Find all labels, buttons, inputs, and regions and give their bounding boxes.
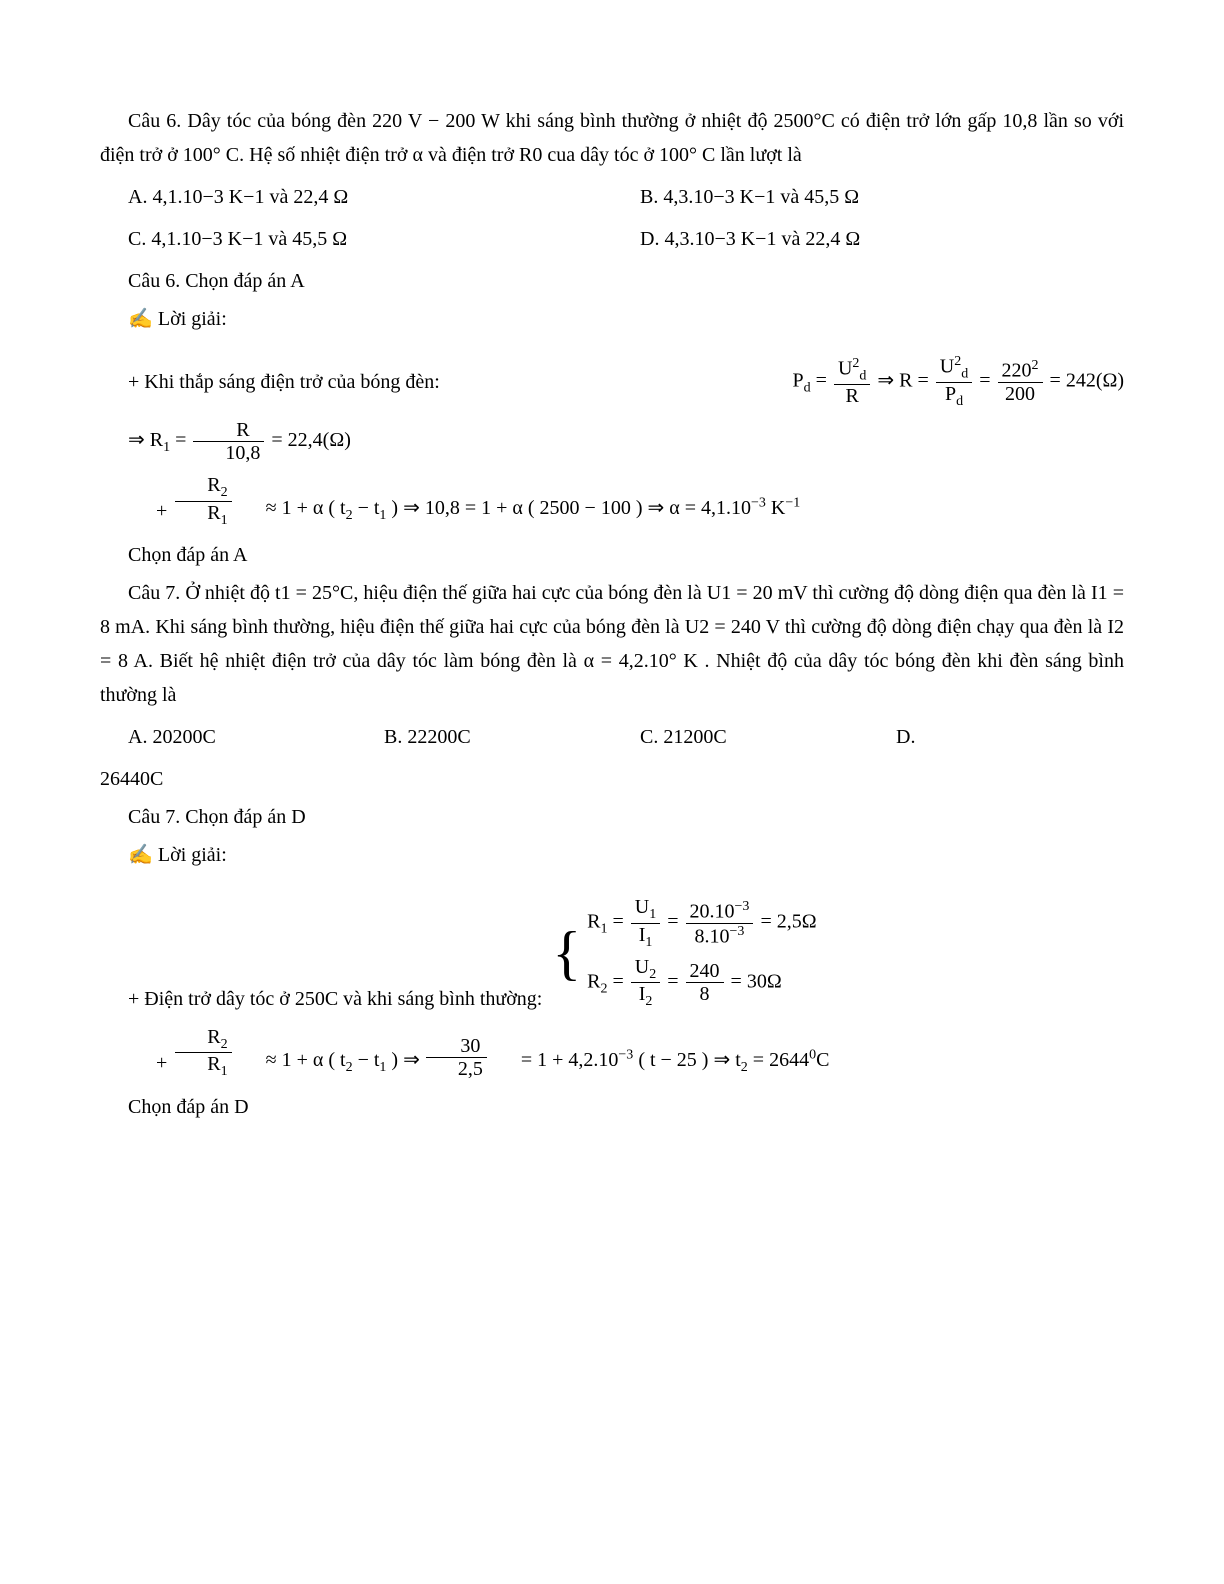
q6-opt-b: B. 4,3.10−3 K−1 và 45,5 Ω xyxy=(612,180,1124,214)
q7-text: Câu 7. Ở nhiệt độ t1 = 25°C, hiệu điện t… xyxy=(100,576,1124,712)
q7-solution-label: ✍ Lời giải: xyxy=(100,838,1124,872)
q6-title: Câu 6. xyxy=(128,110,181,132)
q7-opt-c: C. 21200C xyxy=(612,720,868,754)
q7-eq-r1: R1 = U1 I1 = 20.10−3 8.10−3 = 2,5Ω xyxy=(587,896,816,950)
q6-text: Câu 6. Dây tóc của bóng đèn 220 V − 200 … xyxy=(100,104,1124,172)
q6-opt-a: A. 4,1.10−3 K−1 và 22,4 Ω xyxy=(100,180,612,214)
q7-eq-t: + R2 R1 ≈ 1 + α ( t2 − t1 ) ⇒ 30 2,5 = 1… xyxy=(128,1026,1124,1080)
q7-opt-b: B. 22200C xyxy=(356,720,612,754)
q7-opt-d-tail: 26440C xyxy=(100,762,1124,796)
q7-eq-r: + Điện trở dây tóc ở 250C và khi sáng bì… xyxy=(100,890,1124,1016)
q6-sol-intro: + Khi thắp sáng điện trở của bóng đèn: xyxy=(100,365,440,399)
q6-options: A. 4,1.10−3 K−1 và 22,4 Ω B. 4,3.10−3 K−… xyxy=(100,176,1124,260)
q7-opt-d: D. xyxy=(868,720,1124,754)
q6-answer: Câu 6. Chọn đáp án A xyxy=(100,264,1124,298)
q6-eq1: + Khi thắp sáng điện trở của bóng đèn: P… xyxy=(100,354,1124,409)
q7-opt-a: A. 20200C xyxy=(100,720,356,754)
q7-options: A. 20200C B. 22200C C. 21200C D. xyxy=(100,716,1124,758)
q6-opt-d: D. 4,3.10−3 K−1 và 22,4 Ω xyxy=(612,222,1124,256)
q7-answer: Câu 7. Chọn đáp án D xyxy=(100,800,1124,834)
q7-eq-r2: R2 = U2 I2 = 240 8 = 30Ω xyxy=(587,956,816,1010)
q6-body: Dây tóc của bóng đèn 220 V − 200 W khi s… xyxy=(100,110,1124,166)
q6-eq2: ⇒ R1 = R 10,8 = 22,4(Ω) xyxy=(100,419,1124,464)
q7-final: Chọn đáp án D xyxy=(100,1090,1124,1124)
q6-solution-label: ✍ Lời giải: xyxy=(100,302,1124,336)
left-brace-icon: { xyxy=(552,923,581,983)
q6-eq3: + R2 R1 ≈ 1 + α ( t2 − t1 ) ⇒ 10,8 = 1 +… xyxy=(128,474,1124,528)
q7-sol-intro: + Điện trở dây tóc ở 250C và khi sáng bì… xyxy=(100,982,542,1016)
q7-body: Ở nhiệt độ t1 = 25°C, hiệu điện thế giữa… xyxy=(100,582,1124,706)
q7-title: Câu 7. xyxy=(128,582,180,604)
q6-final: Chọn đáp án A xyxy=(100,538,1124,572)
q6-opt-c: C. 4,1.10−3 K−1 và 45,5 Ω xyxy=(100,222,612,256)
q6-eq1-math: Pd = U2d R ⇒ R = U2d Pd = 2202 200 = 242… xyxy=(793,354,1124,409)
